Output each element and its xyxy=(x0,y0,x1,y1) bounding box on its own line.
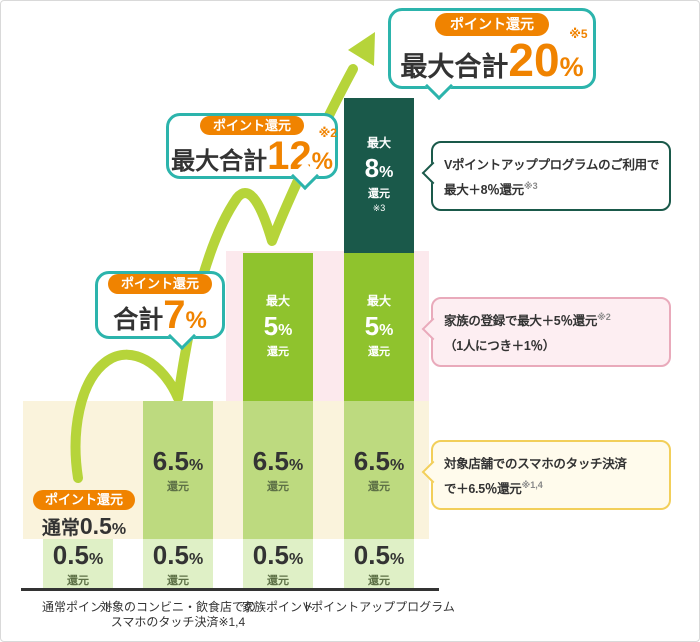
callout-total-7-percent: ポイント還元 合計 7% xyxy=(95,271,225,351)
segment-6.5-percent: 6.5% 還元 xyxy=(143,401,213,539)
segment-6.5-percent: 6.5% 還元 xyxy=(243,401,313,539)
note-tail xyxy=(421,161,445,185)
bar-touch-payment: 6.5% 還元 0.5% 還元 xyxy=(143,401,213,589)
segment-max-8-percent: 最大 8% 還元 ※3 xyxy=(344,98,414,253)
x-label-v-point-up-program: Vポイントアッププログラム xyxy=(303,600,455,614)
bar-v-point-up-program: 最大 8% 還元 ※3 最大 5% 還元 6.5% 還元 0.5% 還元 xyxy=(344,98,414,589)
point-reward-badge: ポイント還元 xyxy=(435,13,549,36)
segment-max-5-percent: 最大 5% 還元 xyxy=(344,253,414,401)
segment-0.5-percent: 0.5% 還元 xyxy=(344,539,414,589)
bar-normal-point: 0.5% 還元 xyxy=(43,539,113,589)
callout-total-20-percent: ポイント還元 最大合計 20% ※5 xyxy=(388,8,596,101)
segment-0.5-percent: 0.5% 還元 xyxy=(143,539,213,589)
callout-base-0.5-percent: ポイント還元 通常0.5% xyxy=(21,490,147,540)
callout-total-12-percent: ポイント還元 最大合計 12% ※2 xyxy=(166,113,338,191)
point-reward-badge: ポイント還元 xyxy=(32,490,135,510)
note-touch-payment: 対象店舗でのスマホのタッチ決済 で＋6.5％還元※1,4 xyxy=(421,440,671,511)
footnote-marker: ※2 xyxy=(318,126,337,141)
note-v-point-up-program: Vポイントアッププログラムのご利用で 最大＋8％還元※3 xyxy=(421,141,671,212)
point-reward-badge: ポイント還元 xyxy=(199,115,304,136)
x-label-touch-payment: 対象のコンビニ・飲食店での スマホのタッチ決済※1,4 xyxy=(99,600,256,629)
segment-6.5-percent: 6.5% 還元 xyxy=(344,401,414,539)
segment-0.5-percent: 0.5% 還元 xyxy=(243,539,313,589)
segment-0.5-percent: 0.5% 還元 xyxy=(43,539,113,589)
x-label-normal-point: 通常ポイント xyxy=(41,600,114,614)
note-family-registration: 家族の登録で最大＋5％還元※2 （1人につき＋1％） xyxy=(421,297,671,368)
arrowhead-icon xyxy=(348,32,375,66)
footnote-marker: ※5 xyxy=(569,26,588,41)
point-reward-badge: ポイント還元 xyxy=(107,274,212,294)
x-axis-line xyxy=(21,588,439,591)
bar-family-point: 最大 5% 還元 6.5% 還元 0.5% 還元 xyxy=(243,253,313,589)
segment-max-5-percent: 最大 5% 還元 xyxy=(243,253,313,401)
x-label-family-point: 家族ポイント xyxy=(241,600,314,614)
